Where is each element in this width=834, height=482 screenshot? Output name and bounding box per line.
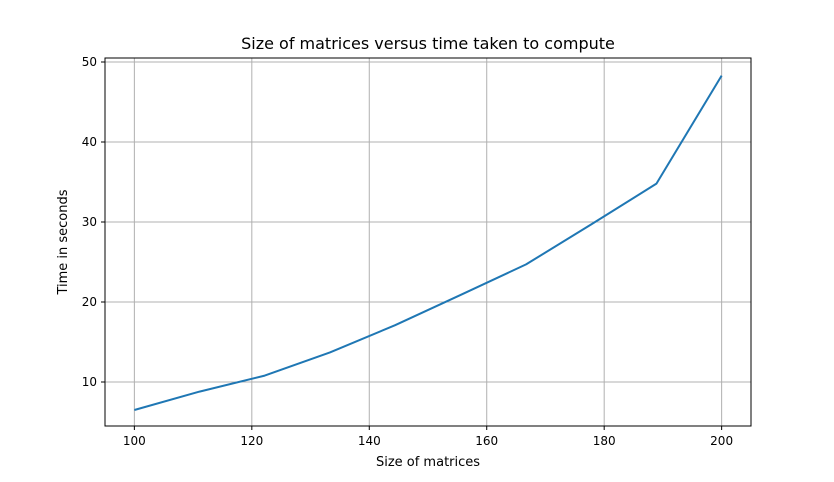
x-tick-label: 160 — [475, 434, 498, 448]
y-tick-label: 10 — [82, 375, 97, 389]
tick-layer: 100 120 140 160 180 200 10 20 30 40 50 — [82, 55, 733, 448]
x-tick-label: 200 — [710, 434, 733, 448]
x-tick-label: 100 — [123, 434, 146, 448]
y-tick-label: 50 — [82, 55, 97, 69]
chart-title: Size of matrices versus time taken to co… — [241, 34, 615, 53]
y-axis-label: Time in seconds — [56, 189, 71, 295]
series-line — [134, 75, 723, 411]
x-tick-label: 140 — [358, 434, 381, 448]
y-tick-label: 30 — [82, 215, 97, 229]
plot-area-frame — [104, 57, 752, 427]
x-tick-label: 120 — [240, 434, 263, 448]
series-layer — [134, 75, 723, 411]
x-tick-label: 180 — [593, 434, 616, 448]
grid-lines — [105, 58, 751, 426]
y-tick-label: 40 — [82, 135, 97, 149]
x-axis-label: Size of matrices — [376, 455, 480, 470]
y-tick-label: 20 — [82, 295, 97, 309]
